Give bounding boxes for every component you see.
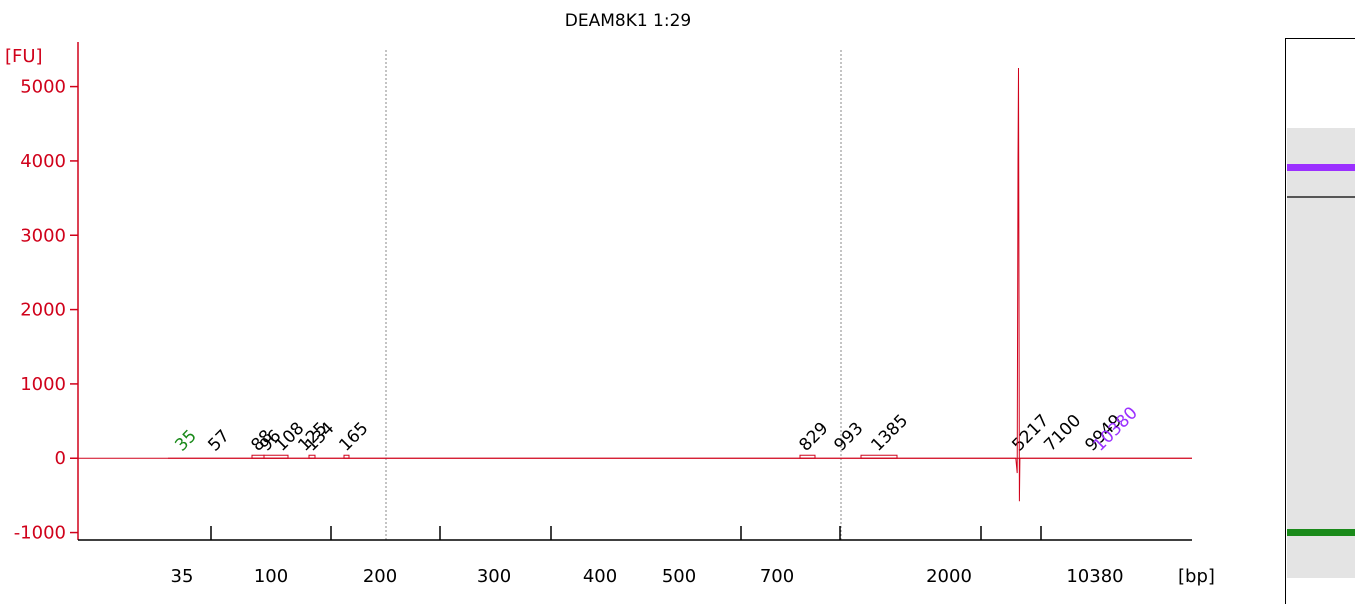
electropherogram-chart: DEAM8K1 1:29 [FU] [bp] -1000 0 1000 2000 300… [5,11,1215,587]
y-tick-label: 0 [55,448,66,469]
y-tick-label: 1000 [20,374,66,395]
x-axis-label: [bp] [1178,566,1215,587]
main-band [1287,196,1355,198]
x-tick-label: 35 [171,566,194,587]
x-tick-label: 700 [760,566,794,587]
x-tick-label: 100 [254,566,288,587]
x-tick-label: 10380 [1066,566,1123,587]
y-tick-label: -1000 [14,523,66,544]
peak-label: 1385 [867,411,912,456]
x-tick-label: 500 [662,566,696,587]
x-axis: 35 100 200 300 400 500 700 2000 10380 [78,526,1192,587]
signal-trace [168,67,1192,502]
peak-label: 993 [830,418,867,455]
x-tick-label: 200 [363,566,397,587]
x-tick-label: 300 [477,566,511,587]
y-tick-label: 2000 [20,300,66,321]
y-tick-label: 4000 [20,151,66,172]
y-tick-label: 5000 [20,77,66,98]
peak-label: 829 [795,418,832,455]
peak-label: 5217 [1008,411,1053,456]
y-axis-label: [FU] [5,46,43,67]
gel-lane [1287,128,1355,578]
peak-label: 57 [204,426,233,455]
peak-label: 165 [335,418,372,455]
peak-label: 7100 [1040,411,1085,456]
grid-lines [385,50,842,540]
y-tick-label: 3000 [20,225,66,246]
chart-title: DEAM8K1 1:29 [565,11,692,31]
trace [78,67,1192,502]
gel-image-panel [1285,38,1355,604]
lower-marker-band [1287,529,1355,536]
peak-label: 35 [171,426,200,455]
upper-marker-band [1287,164,1355,171]
y-axis: -1000 0 1000 2000 3000 4000 5000 [14,42,79,544]
x-tick-label: 2000 [926,566,972,587]
x-tick-label: 400 [583,566,617,587]
